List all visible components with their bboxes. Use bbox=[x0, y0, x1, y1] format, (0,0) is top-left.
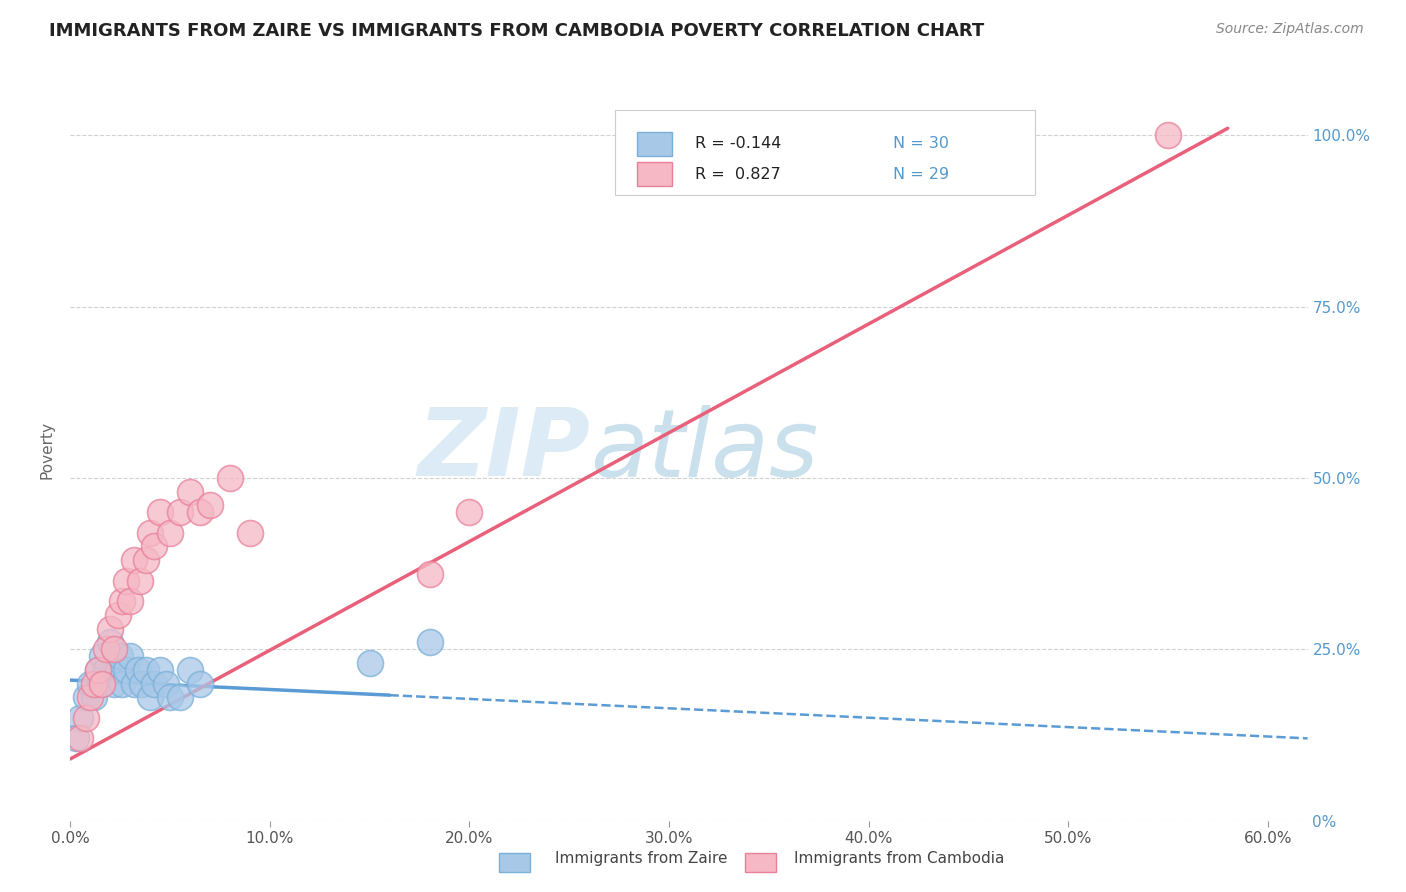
Point bbox=[83, 676, 105, 690]
Point bbox=[169, 690, 191, 705]
Point bbox=[87, 663, 110, 677]
Point bbox=[188, 505, 211, 519]
Point bbox=[359, 656, 381, 670]
Point bbox=[139, 525, 162, 540]
Point bbox=[219, 471, 242, 485]
Point bbox=[458, 505, 481, 519]
Bar bbox=[614, 110, 1035, 195]
Point bbox=[1157, 128, 1180, 142]
Point bbox=[96, 663, 118, 677]
Point bbox=[103, 676, 125, 690]
Point bbox=[143, 676, 166, 690]
Point bbox=[111, 594, 134, 608]
Point bbox=[127, 663, 149, 677]
Point bbox=[159, 690, 181, 705]
Point bbox=[111, 676, 134, 690]
Point bbox=[75, 690, 97, 705]
Point bbox=[108, 649, 131, 664]
Point bbox=[139, 690, 162, 705]
Point bbox=[65, 731, 87, 746]
Point bbox=[115, 574, 138, 588]
Point bbox=[120, 594, 142, 608]
Point bbox=[239, 525, 262, 540]
Point bbox=[120, 649, 142, 664]
Point bbox=[135, 553, 157, 567]
Point bbox=[122, 553, 145, 567]
Text: N = 30: N = 30 bbox=[893, 136, 949, 152]
Point bbox=[89, 676, 111, 690]
Point bbox=[122, 676, 145, 690]
Point bbox=[91, 676, 114, 690]
Point bbox=[103, 642, 125, 657]
Point bbox=[69, 731, 91, 746]
Text: Immigrants from Cambodia: Immigrants from Cambodia bbox=[794, 852, 1005, 866]
Point bbox=[69, 711, 91, 725]
Text: Source: ZipAtlas.com: Source: ZipAtlas.com bbox=[1216, 22, 1364, 37]
Point bbox=[418, 566, 440, 581]
Text: atlas: atlas bbox=[591, 405, 818, 496]
Text: ZIP: ZIP bbox=[418, 404, 591, 497]
Point bbox=[75, 711, 97, 725]
Point bbox=[115, 663, 138, 677]
Point bbox=[79, 676, 101, 690]
Point bbox=[179, 484, 201, 499]
Point bbox=[143, 540, 166, 554]
Point bbox=[98, 622, 121, 636]
Point bbox=[135, 663, 157, 677]
Point bbox=[149, 505, 172, 519]
Point bbox=[159, 525, 181, 540]
Point bbox=[96, 642, 118, 657]
Point bbox=[149, 663, 172, 677]
Y-axis label: Poverty: Poverty bbox=[39, 421, 55, 480]
Point bbox=[169, 505, 191, 519]
Point bbox=[188, 676, 211, 690]
Point bbox=[91, 649, 114, 664]
Point bbox=[87, 663, 110, 677]
Point bbox=[129, 574, 152, 588]
Point bbox=[98, 635, 121, 649]
Point bbox=[83, 690, 105, 705]
Text: N = 29: N = 29 bbox=[893, 167, 949, 182]
Text: R = -0.144: R = -0.144 bbox=[695, 136, 782, 152]
Text: Immigrants from Zaire: Immigrants from Zaire bbox=[555, 852, 728, 866]
Point bbox=[107, 607, 129, 622]
Bar bbox=[637, 132, 672, 156]
Point bbox=[418, 635, 440, 649]
Text: R =  0.827: R = 0.827 bbox=[695, 167, 780, 182]
Text: IMMIGRANTS FROM ZAIRE VS IMMIGRANTS FROM CAMBODIA POVERTY CORRELATION CHART: IMMIGRANTS FROM ZAIRE VS IMMIGRANTS FROM… bbox=[49, 22, 984, 40]
Point bbox=[179, 663, 201, 677]
Point bbox=[155, 676, 177, 690]
Point bbox=[131, 676, 153, 690]
Point bbox=[107, 663, 129, 677]
Point bbox=[79, 690, 101, 705]
Bar bbox=[637, 162, 672, 186]
Point bbox=[198, 498, 221, 512]
